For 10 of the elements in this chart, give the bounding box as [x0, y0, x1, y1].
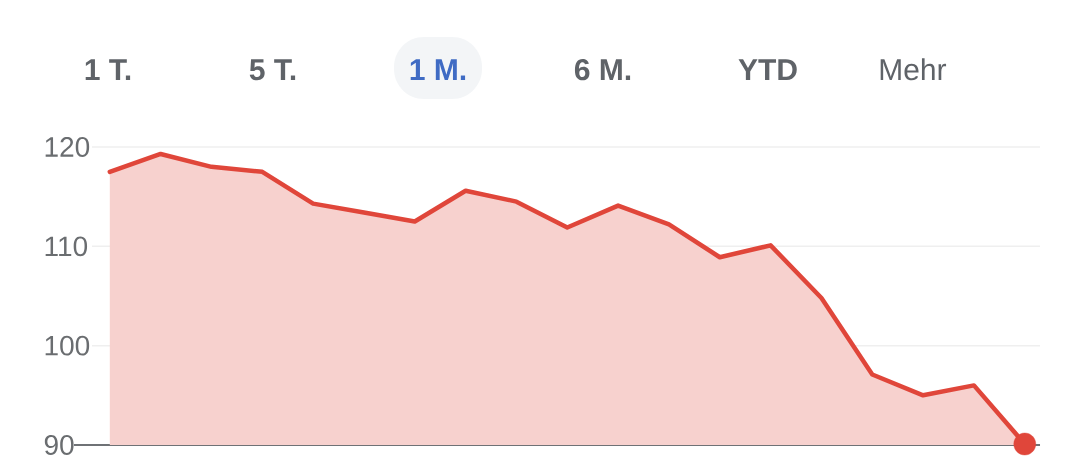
- text: YTD: [738, 59, 797, 80]
- text: 1 T.: [85, 59, 131, 80]
- y-tick-label: 110: [45, 236, 88, 257]
- y-tick-label: 100: [45, 335, 90, 356]
- y-tick-label: 120: [45, 137, 90, 157]
- text: Mehr: [880, 58, 947, 81]
- y-tick-label: 90: [44, 435, 74, 455]
- text: 1 M.: [410, 59, 466, 80]
- text: 5 T.: [249, 59, 296, 81]
- text: 6 M.: [574, 59, 631, 81]
